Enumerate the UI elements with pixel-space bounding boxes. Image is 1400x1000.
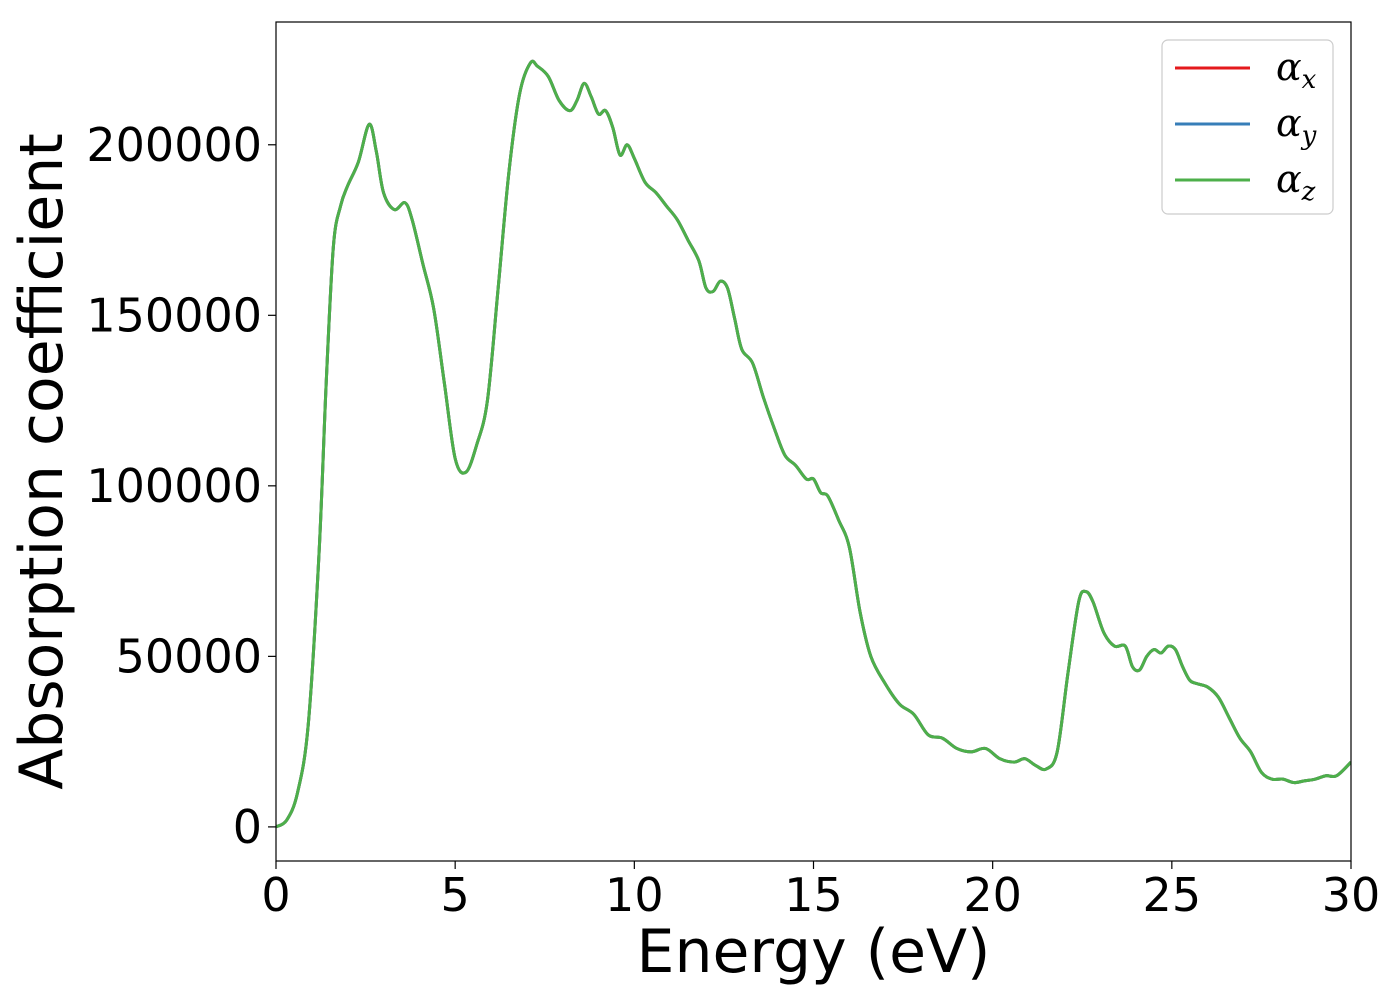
legend-symbol: α	[1276, 157, 1302, 201]
legend-box	[1161, 39, 1334, 215]
x-axis-title: Energy (eV)	[637, 917, 991, 987]
legend-label-y: αy	[1276, 101, 1317, 151]
x-tick-label: 30	[1322, 868, 1381, 922]
x-tick-label: 10	[605, 868, 664, 922]
x-tick-label: 0	[261, 868, 290, 922]
legend-label-x: αx	[1276, 45, 1317, 95]
y-tick-label: 150000	[86, 288, 262, 342]
y-axis-title: Absorption coefficient	[7, 133, 77, 790]
series-layer	[276, 59, 1351, 829]
legend-symbol: α	[1276, 45, 1302, 89]
y-tick-label: 200000	[86, 118, 262, 172]
x-tick-label: 20	[963, 868, 1022, 922]
legend-subscript: y	[1301, 121, 1317, 151]
legend-subscript: z	[1301, 177, 1316, 207]
y-tick-label: 0	[233, 800, 262, 854]
y-tick-label: 50000	[116, 629, 262, 683]
x-tick-label: 5	[441, 868, 470, 922]
legend-subscript: x	[1302, 65, 1317, 95]
ticks-layer: 0 5 10 15 20 25 30 0 50000 100000 150000 200000	[86, 118, 1380, 922]
legend-symbol: α	[1276, 101, 1302, 145]
legend-label-z: αz	[1276, 157, 1316, 207]
series-line-z	[276, 59, 1351, 829]
y-tick-label: 100000	[86, 459, 262, 513]
x-tick-label: 25	[1143, 868, 1202, 922]
x-tick-label: 15	[784, 868, 843, 922]
